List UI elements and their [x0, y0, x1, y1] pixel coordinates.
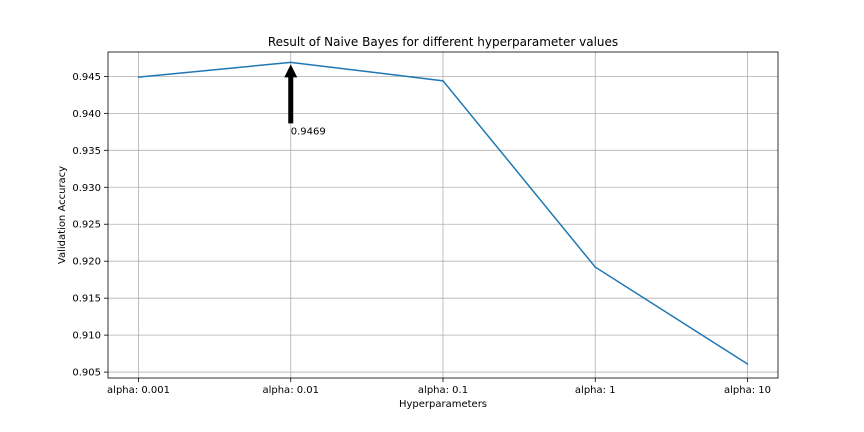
y-tick-label: 0.915 [72, 294, 101, 305]
y-axis-label: Validation Accuracy [57, 166, 68, 264]
y-tick-label: 0.940 [72, 109, 101, 120]
data-point [746, 363, 749, 365]
y-tick-label: 0.905 [72, 368, 101, 379]
annotation-arrow [284, 64, 298, 124]
y-tick-label: 0.930 [72, 183, 101, 194]
grid [108, 52, 778, 378]
x-tick-label: alpha: 0.001 [107, 385, 170, 396]
x-axis-label: Hyperparameters [399, 399, 487, 410]
x-axis: alpha: 0.001 alpha: 0.01 alpha: 0.1 alpha: … [107, 378, 771, 396]
annotation-label: 0.9469 [291, 126, 326, 137]
y-tick-label: 0.935 [72, 146, 101, 157]
x-tick-label: alpha: 0.01 [262, 385, 319, 396]
chart-title: Result of Naive Bayes for different hype… [268, 35, 618, 49]
data-point [594, 266, 596, 268]
x-tick-label: alpha: 0.1 [418, 385, 468, 396]
data-point [290, 61, 292, 64]
data-point [442, 80, 444, 82]
x-tick-label: alpha: 10 [724, 385, 771, 396]
annotation: 0.9469 [284, 64, 326, 137]
x-tick-label: alpha: 1 [575, 385, 616, 396]
series-layer [137, 61, 749, 365]
data-point [137, 76, 140, 78]
y-tick-label: 0.920 [72, 257, 101, 268]
y-tick-label: 0.910 [72, 331, 101, 342]
y-tick-label: 0.945 [72, 72, 101, 83]
y-axis: 0.905 0.910 0.915 0.920 0.925 0.930 0.935 0.940… [72, 72, 108, 379]
y-tick-label: 0.925 [72, 220, 101, 231]
